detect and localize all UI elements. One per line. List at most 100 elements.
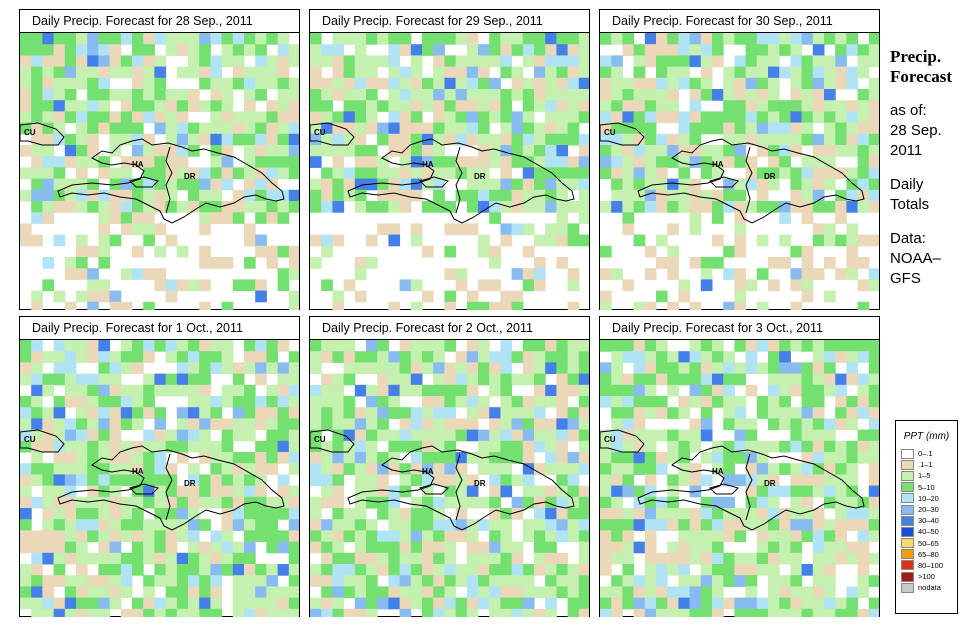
precip-cell — [20, 122, 32, 135]
legend-item: 30–40 — [901, 515, 957, 526]
precip-cell — [689, 575, 702, 587]
precip-cell — [801, 33, 814, 45]
precip-cell — [388, 66, 401, 79]
forecast-panel-oct3: Daily Precip. Forecast for 3 Oct., 2011 … — [599, 316, 880, 617]
precip-cell — [489, 111, 501, 124]
precip-cell — [377, 429, 389, 442]
precip-cell — [534, 362, 546, 375]
precip-cell — [478, 301, 490, 310]
precip-cell — [700, 519, 713, 531]
precip-cell — [277, 279, 290, 292]
precip-cell — [779, 541, 791, 554]
precip-cell — [734, 597, 747, 610]
precip-cell — [745, 418, 758, 431]
precip-cell — [578, 351, 589, 363]
precip-cell — [611, 541, 623, 554]
precip-cell — [188, 608, 200, 617]
precip-cell — [622, 564, 635, 576]
precip-cell — [176, 508, 189, 520]
precip-cell — [734, 301, 747, 310]
precip-cell — [332, 552, 345, 565]
precip-cell — [622, 223, 635, 236]
precip-cell — [712, 167, 724, 180]
precip-cell — [522, 156, 535, 168]
precip-cell — [165, 89, 178, 101]
precip-cell — [53, 100, 66, 112]
precip-cell — [656, 100, 668, 112]
precip-cell — [266, 351, 279, 363]
precip-cell — [321, 396, 333, 408]
precip-cell — [109, 552, 122, 565]
precip-cell — [734, 89, 747, 101]
precip-cell — [188, 100, 200, 112]
precip-cell — [489, 541, 501, 554]
precip-cell — [522, 496, 535, 509]
precip-cell — [622, 418, 635, 431]
precip-cell — [678, 122, 691, 135]
precip-cell — [812, 452, 825, 464]
precip-cell — [600, 396, 612, 408]
precip-cell — [567, 167, 580, 180]
precip-cell — [244, 485, 256, 498]
precip-cell — [656, 351, 668, 363]
precip-cell — [53, 519, 66, 531]
precip-cell — [53, 66, 66, 79]
precip-cell — [489, 530, 501, 543]
precip-cell — [244, 178, 256, 191]
precip-cell — [500, 234, 513, 247]
precip-cell — [824, 541, 836, 554]
precip-cell — [534, 485, 546, 498]
precip-cell — [534, 418, 546, 431]
precip-cell — [812, 463, 825, 475]
precip-cell — [689, 133, 702, 146]
precip-cell — [824, 429, 836, 442]
precip-cell — [321, 279, 333, 292]
precip-cell — [644, 508, 657, 520]
precip-cell — [377, 122, 389, 135]
precip-cell — [812, 597, 825, 610]
legend-label: 20–30 — [918, 505, 939, 515]
precip-cell — [210, 178, 223, 191]
precip-cell — [511, 33, 524, 45]
precip-cell — [745, 552, 758, 565]
precip-cell — [31, 89, 43, 101]
precip-cell — [633, 597, 646, 610]
precip-cell — [154, 597, 167, 610]
precip-cell — [444, 474, 457, 487]
precip-cell — [644, 608, 657, 617]
precip-cell — [410, 407, 423, 419]
precip-cell — [310, 122, 322, 135]
precip-cell — [723, 440, 735, 453]
precip-cell — [433, 418, 445, 431]
precip-cell — [667, 257, 679, 269]
precip-cell — [522, 189, 535, 202]
precip-cell — [388, 362, 401, 375]
precip-cell — [801, 167, 814, 180]
precip-cell — [277, 201, 290, 213]
precip-cell — [611, 575, 623, 587]
precip-cell — [556, 552, 569, 565]
precip-cell — [444, 111, 457, 124]
precip-cell — [288, 575, 299, 587]
precip-cell — [857, 373, 870, 386]
precip-cell — [410, 496, 423, 509]
precip-cell — [410, 66, 423, 79]
precip-cell — [31, 33, 43, 45]
precip-cell — [779, 167, 791, 180]
precip-cell — [199, 362, 211, 375]
precip-cell — [633, 66, 646, 79]
precip-cell — [556, 508, 569, 520]
precip-cell — [221, 541, 234, 554]
precip-cell — [277, 212, 290, 224]
precip-cell — [545, 418, 557, 431]
precip-cell — [567, 418, 580, 431]
precip-cell — [824, 223, 836, 236]
precip-cell — [76, 111, 88, 124]
precip-cell — [422, 340, 434, 352]
precip-cell — [611, 485, 623, 498]
precip-cell — [868, 440, 879, 453]
precip-cell — [801, 133, 814, 146]
precip-cell — [53, 340, 66, 352]
precip-cell — [567, 111, 580, 124]
